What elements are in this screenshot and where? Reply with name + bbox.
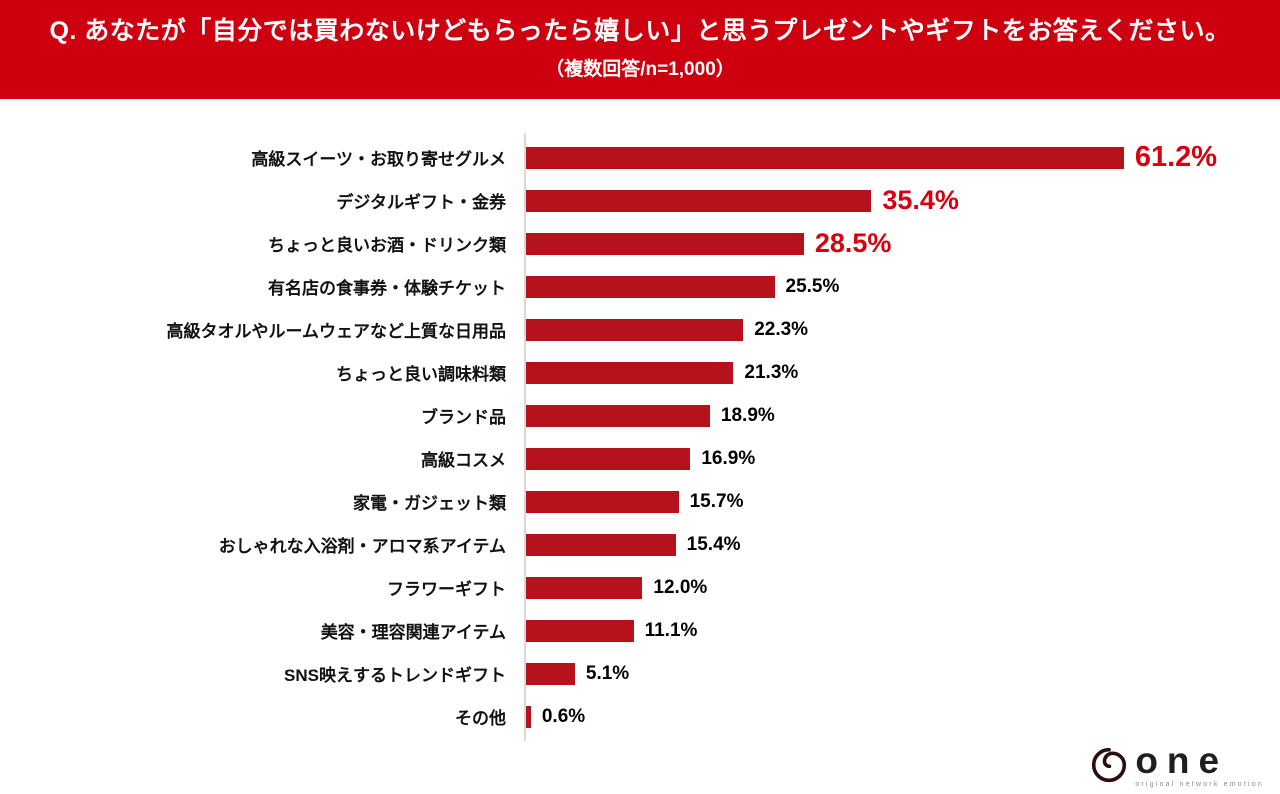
bar-track: 0.6% [525,705,586,728]
axis-line [524,133,526,741]
value-label: 16.9% [701,447,756,469]
bar [525,361,734,384]
chart-row: SNS映えするトレンドギフト 5.1% [0,652,1280,695]
category-label: ブランド品 [421,408,506,427]
chart-row: フラワーギフト 12.0% [0,566,1280,609]
bar [525,318,744,341]
category-label: ちょっと良いお酒・ドリンク類 [268,236,506,255]
one-logo: one original network emotion [1091,742,1264,788]
chart-row: 高級コスメ 16.9% [0,437,1280,480]
bar-track: 5.1% [525,662,630,685]
value-label: 35.4% [882,185,959,215]
category-label: その他 [455,709,506,728]
chart-rows: 高級スイーツ・お取り寄せグルメ 61.2% デジタルギフト・金券 35.4% ちょっと良… [0,133,1280,741]
value-label: 21.3% [744,361,799,383]
bar [525,662,575,685]
category-label: 家電・ガジェット類 [353,494,506,513]
category-label: デジタルギフト・金券 [336,193,506,212]
value-label: 25.5% [785,275,840,297]
bar [525,490,679,513]
chart-row: 高級スイーツ・お取り寄せグルメ 61.2% [0,136,1280,179]
value-label: 18.9% [720,404,775,426]
logo-tagline: original network emotion [1135,781,1264,788]
bar [525,533,676,556]
logo-text: one [1135,740,1229,781]
chart-row: おしゃれな入浴剤・アロマ系アイテム 15.4% [0,523,1280,566]
category-label: SNS映えするトレンドギフト [284,666,506,685]
category-label: 高級タオルやルームウェアなど上質な日用品 [166,322,507,341]
bar-track: 16.9% [525,447,756,470]
bar-track: 12.0% [525,576,708,599]
chart-row: 家電・ガジェット類 15.7% [0,480,1280,523]
category-label: ちょっと良い調味料類 [336,365,506,384]
bar-track: 25.5% [525,275,840,298]
category-label: おしゃれな入浴剤・アロマ系アイテム [218,537,506,556]
value-label: 61.2% [1134,141,1218,173]
value-label: 0.6% [541,705,586,727]
bar [525,576,643,599]
bar [525,146,1124,169]
category-label: 高級コスメ [421,451,506,470]
value-label: 11.1% [644,619,698,641]
chart-row: 有名店の食事券・体験チケット 25.5% [0,265,1280,308]
bar [525,275,775,298]
category-label: 美容・理容関連アイテム [320,623,506,642]
chart-row: その他 0.6% [0,695,1280,738]
bar-track: 28.5% [525,228,891,259]
bar-track: 35.4% [525,185,959,216]
bar [525,404,710,427]
chart-row: 高級タオルやルームウェアなど上質な日用品 22.3% [0,308,1280,351]
value-label: 15.7% [689,490,744,512]
question-banner: Q. あなたが「自分では買わないけどもらったら嬉しい」と思うプレゼントやギフトを… [0,0,1280,99]
category-label: フラワーギフト [387,580,506,599]
bar-track: 21.3% [525,361,799,384]
bar [525,232,804,255]
sample-size-note: （複数回答/n=1,000） [545,58,735,80]
bar-track: 22.3% [525,318,809,341]
chart-row: ちょっと良い調味料類 21.3% [0,351,1280,394]
value-label: 12.0% [653,576,708,598]
bar [525,705,531,728]
chart-row: 美容・理容関連アイテム 11.1% [0,609,1280,652]
bar [525,619,634,642]
chart-row: デジタルギフト・金券 35.4% [0,179,1280,222]
bar-track: 18.9% [525,404,775,427]
bar [525,447,691,470]
bar-track: 15.7% [525,490,744,513]
spiral-icon [1092,747,1127,783]
category-label: 高級スイーツ・お取り寄せグルメ [251,150,506,169]
value-label: 22.3% [754,318,809,340]
bar-chart: 高級スイーツ・お取り寄せグルメ 61.2% デジタルギフト・金券 35.4% ちょっと良… [0,133,1280,741]
chart-row: ブランド品 18.9% [0,394,1280,437]
chart-row: ちょっと良いお酒・ドリンク類 28.5% [0,222,1280,265]
category-label: 有名店の食事券・体験チケット [268,279,506,298]
bar-track: 15.4% [525,533,741,556]
value-label: 15.4% [686,533,741,555]
bar-track: 61.2% [525,141,1217,174]
bar-track: 11.1% [525,619,698,642]
question-text: Q. あなたが「自分では買わないけどもらったら嬉しい」と思うプレゼントやギフトを… [49,17,1231,45]
value-label: 28.5% [814,228,892,258]
bar [525,189,872,212]
value-label: 5.1% [585,662,630,684]
